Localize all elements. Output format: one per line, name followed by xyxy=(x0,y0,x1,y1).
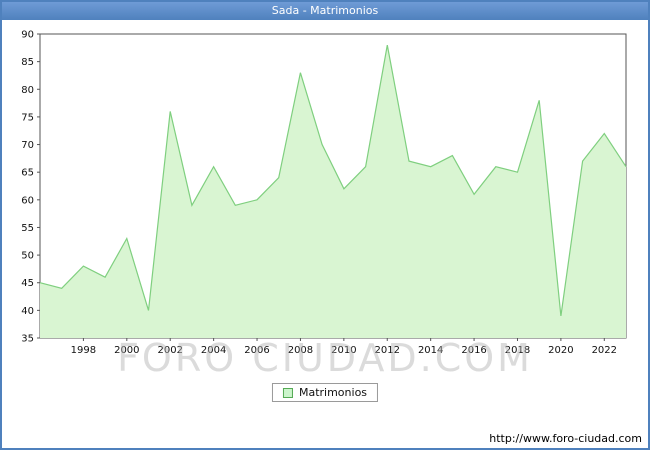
legend-swatch xyxy=(282,387,293,398)
legend: Matrimonios xyxy=(271,383,379,402)
y-tick-label: 60 xyxy=(21,195,34,206)
y-tick-label: 90 xyxy=(21,30,34,41)
window-title: Sada - Matrimonios xyxy=(271,4,379,17)
y-tick-label: 85 xyxy=(21,57,34,68)
x-tick-label: 2020 xyxy=(548,345,573,356)
x-tick-label: 2014 xyxy=(418,345,443,356)
chart-area: 35 40 45 50 55 60 65 70 75 80 85 90 1998 2000 2002 2004… xyxy=(2,20,648,448)
y-tick-label: 40 xyxy=(21,306,34,317)
y-tick-label: 35 xyxy=(21,334,34,345)
footer-url[interactable]: http://www.foro-ciudad.com xyxy=(489,432,642,445)
matrimonios-area-chart: 35 40 45 50 55 60 65 70 75 80 85 90 1998 2000 2002 2004… xyxy=(21,30,627,356)
x-tick-label: 2016 xyxy=(461,345,486,356)
y-tick-label: 45 xyxy=(21,278,34,289)
series-line xyxy=(39,44,627,316)
x-tick-label: 2002 xyxy=(157,345,182,356)
x-tick-label: 2000 xyxy=(114,345,139,356)
y-tick-label: 75 xyxy=(21,112,34,123)
x-tick-label: 2022 xyxy=(592,345,617,356)
y-tick-label: 55 xyxy=(21,223,34,234)
titlebar: Sada - Matrimonios xyxy=(2,2,648,20)
y-tick-label: 70 xyxy=(21,140,34,151)
x-tick-label: 2012 xyxy=(375,345,400,356)
legend-label: Matrimonios xyxy=(298,386,368,399)
x-tick-label: 2008 xyxy=(288,345,313,356)
y-tick-label: 65 xyxy=(21,168,34,179)
x-tick-label: 1998 xyxy=(71,345,96,356)
x-tick-label: 2010 xyxy=(331,345,356,356)
series-area xyxy=(40,45,626,338)
x-tick-label: 2004 xyxy=(201,345,226,356)
y-tick-label: 80 xyxy=(21,85,34,96)
x-tick-label: 2018 xyxy=(505,345,530,356)
x-tick-label: 2006 xyxy=(244,345,269,356)
y-tick-label: 50 xyxy=(21,251,34,262)
